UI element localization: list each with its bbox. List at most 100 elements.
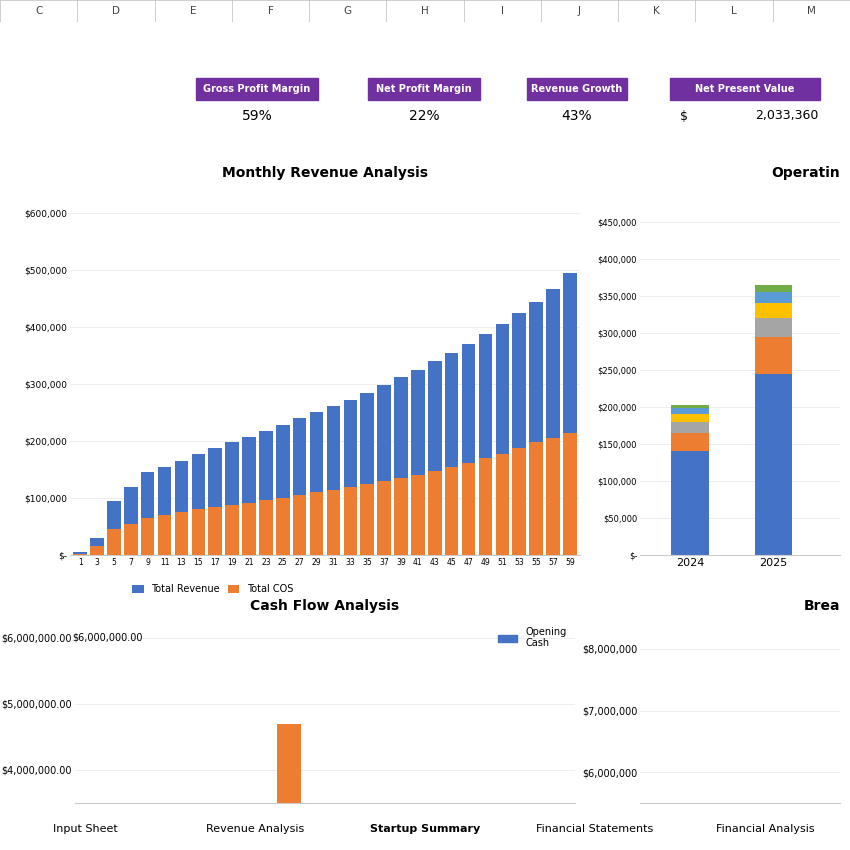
Text: Financial Analysis: Financial Analysis (716, 824, 814, 834)
Bar (563, 433, 576, 555)
Bar (428, 361, 441, 555)
Bar (277, 723, 301, 803)
Text: 2,033,360: 2,033,360 (755, 110, 818, 122)
Bar (276, 425, 290, 555)
FancyBboxPatch shape (604, 595, 850, 811)
Text: F: F (268, 6, 274, 16)
Bar (124, 524, 138, 555)
Bar (445, 467, 458, 555)
Bar (309, 492, 323, 555)
Legend: Total Revenue, Total COS: Total Revenue, Total COS (128, 581, 298, 598)
Bar (225, 505, 239, 555)
Bar (225, 442, 239, 555)
Text: M: M (807, 6, 816, 16)
FancyBboxPatch shape (30, 595, 606, 811)
Bar (309, 411, 323, 555)
Bar (672, 422, 709, 433)
Text: 59%: 59% (241, 109, 272, 123)
Bar (672, 405, 709, 409)
Bar (293, 496, 306, 555)
Bar (293, 418, 306, 555)
Text: D: D (112, 6, 120, 16)
Bar (462, 462, 475, 555)
Text: C: C (35, 6, 42, 16)
Text: G: G (343, 6, 352, 16)
Bar (672, 433, 709, 451)
Bar (107, 501, 121, 555)
Bar (479, 334, 492, 555)
Bar (90, 547, 104, 555)
Bar (360, 393, 374, 555)
FancyBboxPatch shape (604, 156, 850, 597)
Bar (394, 377, 408, 555)
Bar (496, 454, 509, 555)
Text: Revenue Growth: Revenue Growth (531, 84, 622, 94)
Bar (208, 507, 222, 555)
Bar (755, 374, 792, 555)
Bar (360, 484, 374, 555)
Text: Brea: Brea (803, 598, 840, 613)
Bar (242, 502, 256, 555)
Bar (124, 487, 138, 555)
Text: I: I (501, 6, 504, 16)
Bar (191, 509, 205, 555)
Bar (755, 303, 792, 318)
Text: Operatin: Operatin (771, 166, 840, 179)
Text: J: J (578, 6, 581, 16)
Text: K: K (654, 6, 660, 16)
Title: Cash Flow Analysis: Cash Flow Analysis (251, 598, 400, 613)
Bar (191, 454, 205, 555)
Bar (208, 448, 222, 555)
Bar (158, 515, 172, 555)
Bar (276, 498, 290, 555)
Bar (530, 302, 543, 555)
Bar (141, 518, 155, 555)
Text: Revenue Analysis: Revenue Analysis (206, 824, 304, 834)
Text: E: E (190, 6, 196, 16)
Bar (259, 431, 273, 555)
Bar (428, 471, 441, 555)
FancyBboxPatch shape (670, 78, 820, 100)
Bar (107, 530, 121, 555)
Bar (259, 501, 273, 555)
Bar (513, 448, 526, 555)
Bar (158, 467, 172, 555)
Bar (672, 409, 709, 415)
Bar (90, 538, 104, 555)
Text: Input Sheet: Input Sheet (53, 824, 117, 834)
Bar (377, 481, 391, 555)
Bar (755, 318, 792, 337)
Bar (394, 479, 408, 555)
Bar (755, 337, 792, 374)
Bar (411, 370, 425, 555)
Bar (343, 400, 357, 555)
Text: 43%: 43% (562, 109, 592, 123)
Bar (672, 415, 709, 422)
Title: Monthly Revenue Analysis: Monthly Revenue Analysis (222, 166, 428, 179)
Bar (326, 405, 340, 555)
FancyBboxPatch shape (368, 78, 480, 100)
Bar (672, 451, 709, 555)
Bar (755, 285, 792, 292)
Bar (755, 292, 792, 303)
Bar (445, 353, 458, 555)
Bar (496, 325, 509, 555)
Text: L: L (731, 6, 737, 16)
Bar (411, 475, 425, 555)
Bar (530, 442, 543, 555)
FancyBboxPatch shape (527, 78, 627, 100)
Text: $: $ (680, 110, 688, 122)
Text: 22%: 22% (409, 109, 439, 123)
Bar (343, 487, 357, 555)
Bar (462, 344, 475, 555)
Bar (563, 273, 576, 555)
Bar (175, 513, 188, 555)
Bar (242, 437, 256, 555)
Bar (547, 289, 560, 555)
FancyBboxPatch shape (30, 156, 606, 597)
Bar (73, 554, 87, 555)
Text: Financial Statements: Financial Statements (536, 824, 654, 834)
Text: H: H (421, 6, 429, 16)
Bar (73, 552, 87, 555)
Bar (513, 313, 526, 555)
